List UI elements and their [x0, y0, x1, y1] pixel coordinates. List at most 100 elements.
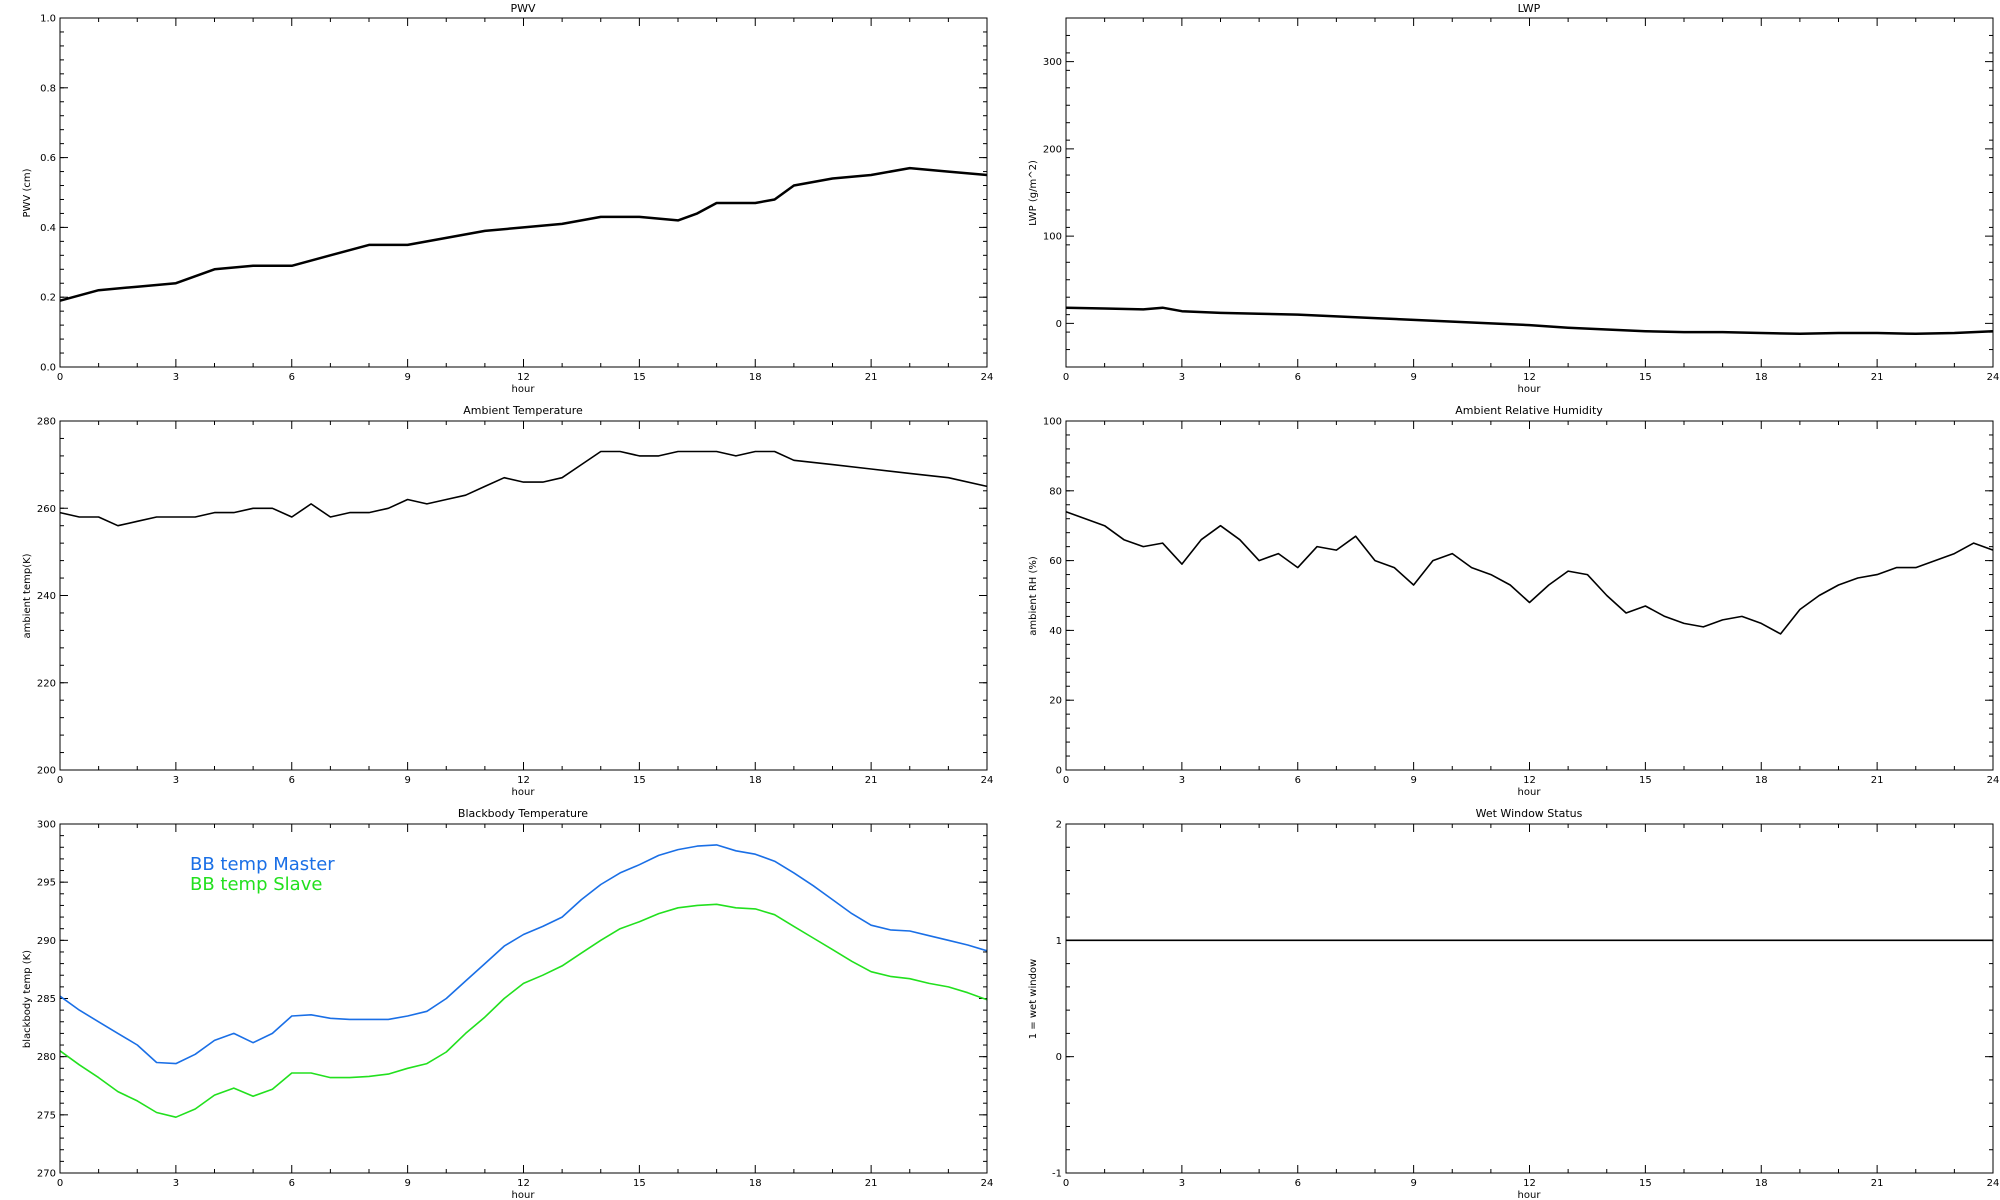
- axis-ticks: 0 3 6 9 12 15 18 21 24 0 100 200 300: [1043, 17, 2000, 383]
- x-tick-label: 18: [749, 775, 762, 786]
- y-axis-label: ambient RH (%): [1028, 556, 1039, 636]
- panel-blackbody-temperature: Blackbody Temperature 0 3 6 9 12 15 18 21 24 270 2…: [22, 807, 993, 1200]
- x-tick-label: 6: [1295, 1178, 1301, 1189]
- x-tick-label: 6: [1295, 372, 1301, 383]
- x-axis-label: hour: [512, 787, 536, 798]
- axis-ticks: 0 3 6 9 12 15 18 21 24 200 220 240 260 280: [37, 417, 993, 787]
- x-tick-label: 24: [1987, 775, 2000, 786]
- y-axis-label: PWV (cm): [22, 168, 33, 217]
- y-tick-label: 40: [1049, 626, 1062, 637]
- y-tick-label: 0: [1056, 766, 1062, 777]
- y-tick-label: 80: [1049, 486, 1062, 497]
- x-tick-label: 21: [1871, 1178, 1884, 1189]
- y-tick-label: 0.6: [40, 153, 56, 164]
- x-tick-label: 3: [1179, 1178, 1185, 1189]
- x-tick-label: 15: [1639, 775, 1652, 786]
- y-axis-label: 1 = wet window: [1028, 959, 1039, 1039]
- chart-title: Ambient Temperature: [463, 404, 583, 417]
- y-tick-label: 280: [37, 417, 56, 428]
- x-tick-label: 3: [173, 372, 179, 383]
- y-tick-label: 200: [37, 766, 56, 777]
- x-tick-label: 9: [404, 775, 410, 786]
- chart-title: Ambient Relative Humidity: [1455, 404, 1603, 417]
- x-tick-label: 24: [1987, 372, 2000, 383]
- y-tick-label: 0.4: [40, 223, 56, 234]
- y-axis-label: LWP (g/m^2): [1028, 160, 1039, 226]
- x-tick-label: 15: [633, 1178, 646, 1189]
- x-tick-label: 0: [1063, 775, 1069, 786]
- y-tick-label: -1: [1052, 1169, 1062, 1180]
- y-tick-label: 280: [37, 1052, 56, 1063]
- x-tick-label: 21: [1871, 372, 1884, 383]
- y-tick-label: 0.0: [40, 363, 56, 374]
- y-tick-label: 295: [37, 878, 56, 889]
- x-tick-label: 21: [865, 775, 878, 786]
- x-tick-label: 0: [1063, 1178, 1069, 1189]
- plot-area: [1065, 510, 1994, 635]
- x-tick-label: 24: [981, 775, 994, 786]
- x-tick-label: 15: [1639, 1178, 1652, 1189]
- x-tick-label: 15: [633, 372, 646, 383]
- chart-title: Blackbody Temperature: [458, 807, 588, 820]
- x-tick-label: 18: [1755, 372, 1768, 383]
- x-tick-label: 9: [404, 372, 410, 383]
- x-tick-label: 12: [1523, 775, 1536, 786]
- panel-ambient-temperature: Ambient Temperature 0 3 6 9 12 15 18 21 24 200 220…: [22, 404, 993, 798]
- x-tick-label: 0: [57, 775, 63, 786]
- y-tick-label: 285: [37, 994, 56, 1005]
- x-tick-label: 3: [1179, 775, 1185, 786]
- x-tick-label: 24: [981, 1178, 994, 1189]
- y-tick-label: 270: [37, 1169, 56, 1180]
- y-tick-label: 0.8: [40, 83, 56, 94]
- y-axis-label: blackbody temp (K): [22, 950, 33, 1048]
- x-axis-label: hour: [1518, 787, 1542, 798]
- y-tick-label: 220: [37, 678, 56, 689]
- x-tick-label: 18: [1755, 775, 1768, 786]
- x-tick-label: 18: [1755, 1178, 1768, 1189]
- x-tick-label: 3: [173, 1178, 179, 1189]
- plot-frame: [1065, 420, 1994, 771]
- panel-ambient-relative-humidity: Ambient Relative Humidity 0 3 6 9 12 15 18 21 24…: [1028, 404, 1999, 798]
- x-tick-label: 0: [1063, 372, 1069, 383]
- y-tick-label: 200: [1043, 144, 1062, 155]
- x-tick-label: 9: [1410, 372, 1416, 383]
- plot-area: [59, 450, 988, 527]
- x-tick-label: 18: [749, 1178, 762, 1189]
- series-line-bb-temp-slave: [59, 903, 988, 1118]
- y-tick-label: 1: [1056, 936, 1062, 947]
- axis-ticks: 0 3 6 9 12 15 18 21 24 0 20 40 60 80 100: [1043, 417, 1999, 787]
- y-tick-label: 0.2: [40, 293, 56, 304]
- axis-ticks: 0 3 6 9 12 15 18 21 24 270 275 280 285 290 295 300: [37, 820, 993, 1190]
- legend-entry-bb-temp-master: BB temp Master: [190, 854, 335, 875]
- y-tick-label: 260: [37, 504, 56, 515]
- y-tick-label: 0: [1056, 319, 1062, 330]
- x-tick-label: 21: [865, 372, 878, 383]
- plot-frame: [1065, 17, 1994, 368]
- axis-ticks: 0 3 6 9 12 15 18 21 24 0.0 0.2 0.4 0.6 0.8 1.0: [40, 14, 993, 384]
- panel-pwv: PWV 0 3 6 9 12 15 18 21 24 0.0 0.2 0.4 0.6 0.8 1.0 hou…: [22, 2, 993, 395]
- y-tick-label: 300: [1043, 57, 1062, 68]
- x-axis-label: hour: [1518, 384, 1542, 395]
- x-tick-label: 3: [1179, 372, 1185, 383]
- x-axis-label: hour: [512, 1190, 536, 1200]
- y-tick-label: 300: [37, 820, 56, 831]
- x-tick-label: 24: [981, 372, 994, 383]
- series-line-0: [1065, 510, 1994, 635]
- plot-frame: [59, 17, 988, 368]
- x-tick-label: 9: [1410, 775, 1416, 786]
- chart-title: LWP: [1518, 2, 1541, 15]
- series-line-0: [59, 450, 988, 527]
- x-tick-label: 21: [865, 1178, 878, 1189]
- plot-frame: [59, 823, 988, 1174]
- y-tick-label: 20: [1049, 696, 1062, 707]
- y-tick-label: 1.0: [40, 14, 56, 25]
- y-tick-label: 60: [1049, 556, 1062, 567]
- x-tick-label: 15: [1639, 372, 1652, 383]
- x-tick-label: 6: [289, 372, 295, 383]
- y-tick-label: 240: [37, 591, 56, 602]
- x-axis-label: hour: [512, 384, 536, 395]
- x-tick-label: 0: [57, 1178, 63, 1189]
